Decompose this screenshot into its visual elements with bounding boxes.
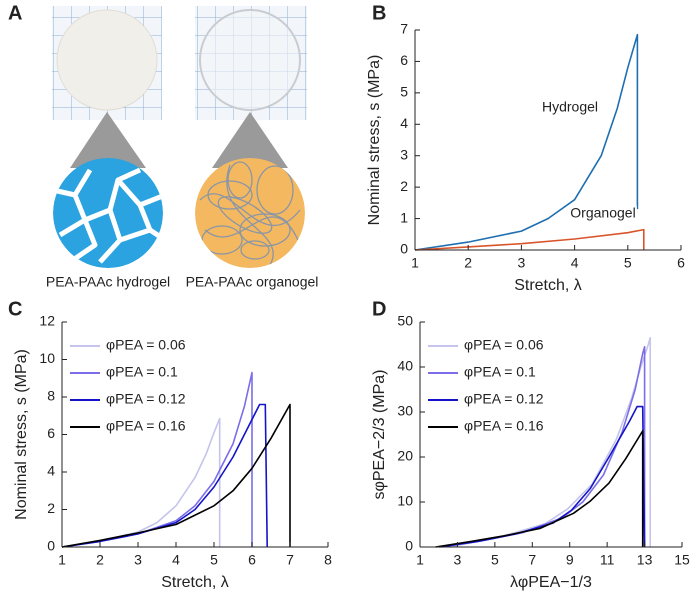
series-line: [448, 337, 651, 548]
y-axis-label: Nominal stress, s (MPa): [366, 55, 383, 226]
y-axis-label: Nominal stress, s (MPa): [13, 349, 30, 520]
caption: PEA-PAAc organogel: [186, 274, 319, 290]
y-tick-label: 50: [397, 313, 413, 329]
y-tick-label: 10: [397, 493, 413, 509]
panel-label: D: [372, 298, 386, 320]
y-tick-label: 2: [400, 178, 408, 194]
legend-label: φPEA = 0.12: [464, 391, 544, 407]
organogel-network: [195, 158, 305, 268]
y-tick-label: 4: [47, 463, 55, 479]
x-tick-label: 13: [637, 552, 653, 568]
series-line: [414, 33, 639, 251]
x-axis-label: Stretch, λ: [161, 574, 229, 591]
x-tick-label: 15: [674, 552, 690, 568]
y-tick-label: 8: [47, 388, 55, 404]
x-tick-label: 8: [324, 552, 332, 568]
panel-label: A: [8, 2, 22, 24]
series-line: [61, 403, 291, 548]
y-tick-label: 40: [397, 358, 413, 374]
y-tick-label: 2: [47, 500, 55, 516]
series-line: [414, 228, 645, 251]
x-tick-label: 5: [210, 552, 218, 568]
x-tick-label: 9: [566, 552, 574, 568]
x-tick-label: 2: [464, 255, 472, 271]
x-tick-label: 4: [571, 255, 579, 271]
legend-label: φPEA = 0.16: [106, 418, 186, 434]
x-tick-label: 6: [248, 552, 256, 568]
caption: PEA-PAAc hydrogel: [46, 274, 170, 290]
x-tick-label: 1: [416, 552, 424, 568]
legend-label: φPEA = 0.16: [464, 418, 544, 434]
series-line: [61, 417, 221, 548]
x-tick-label: 5: [491, 552, 499, 568]
legend-label: φPEA = 0.06: [464, 337, 544, 353]
x-tick-label: 6: [677, 255, 685, 271]
x-tick-label: 1: [411, 255, 419, 271]
annotation: Hydrogel: [542, 99, 598, 115]
y-tick-label: 10: [39, 350, 55, 366]
y-tick-label: 0: [405, 538, 413, 554]
y-tick-label: 6: [47, 425, 55, 441]
organogel-disc: [199, 9, 301, 111]
x-tick-label: 7: [528, 552, 536, 568]
y-tick-label: 20: [397, 448, 413, 464]
x-tick-label: 1: [58, 552, 66, 568]
x-tick-label: 3: [518, 255, 526, 271]
legend-label: φPEA = 0.1: [464, 364, 536, 380]
y-tick-label: 30: [397, 403, 413, 419]
y-tick-label: 0: [47, 538, 55, 554]
x-tick-label: 4: [172, 552, 180, 568]
series-line: [435, 430, 644, 548]
series-line: [61, 403, 268, 548]
y-tick-label: 6: [400, 52, 408, 68]
x-tick-label: 7: [286, 552, 294, 568]
x-axis-label: λφPEA−1/3: [510, 574, 592, 591]
legend-label: φPEA = 0.06: [106, 337, 186, 353]
zoom-cone: [70, 112, 146, 168]
panel-label: B: [372, 2, 386, 24]
x-tick-label: 3: [134, 552, 142, 568]
y-tick-label: 4: [400, 115, 408, 131]
x-tick-label: 11: [600, 552, 615, 568]
y-axis-label: sφPEA−2/3 (MPa): [371, 370, 388, 500]
y-tick-label: 3: [400, 146, 408, 162]
hydrogel-network: [53, 158, 163, 268]
x-tick-label: 2: [96, 552, 104, 568]
x-tick-label: 3: [454, 552, 462, 568]
x-tick-label: 5: [624, 255, 632, 271]
y-tick-label: 0: [400, 241, 408, 257]
x-axis-label: Stretch, λ: [514, 277, 582, 294]
y-tick-label: 5: [400, 84, 408, 100]
y-tick-label: 7: [400, 21, 408, 37]
annotation: Organogel: [570, 205, 635, 221]
panel-a: A PEA-PAAc hydrogel PEA-PAAc organogel: [8, 2, 318, 289]
y-tick-label: 12: [39, 313, 55, 329]
y-tick-label: 1: [400, 209, 408, 225]
chart-panel: D1 3 5 7 9 11 13 1501020304050λφPEA−1/3sφPEA−2/…: [371, 298, 690, 591]
panel-label: C: [8, 298, 22, 320]
hydrogel-disc: [56, 9, 158, 111]
legend-label: φPEA = 0.12: [106, 391, 186, 407]
zoom-cone: [212, 112, 288, 168]
legend-label: φPEA = 0.1: [106, 364, 178, 380]
